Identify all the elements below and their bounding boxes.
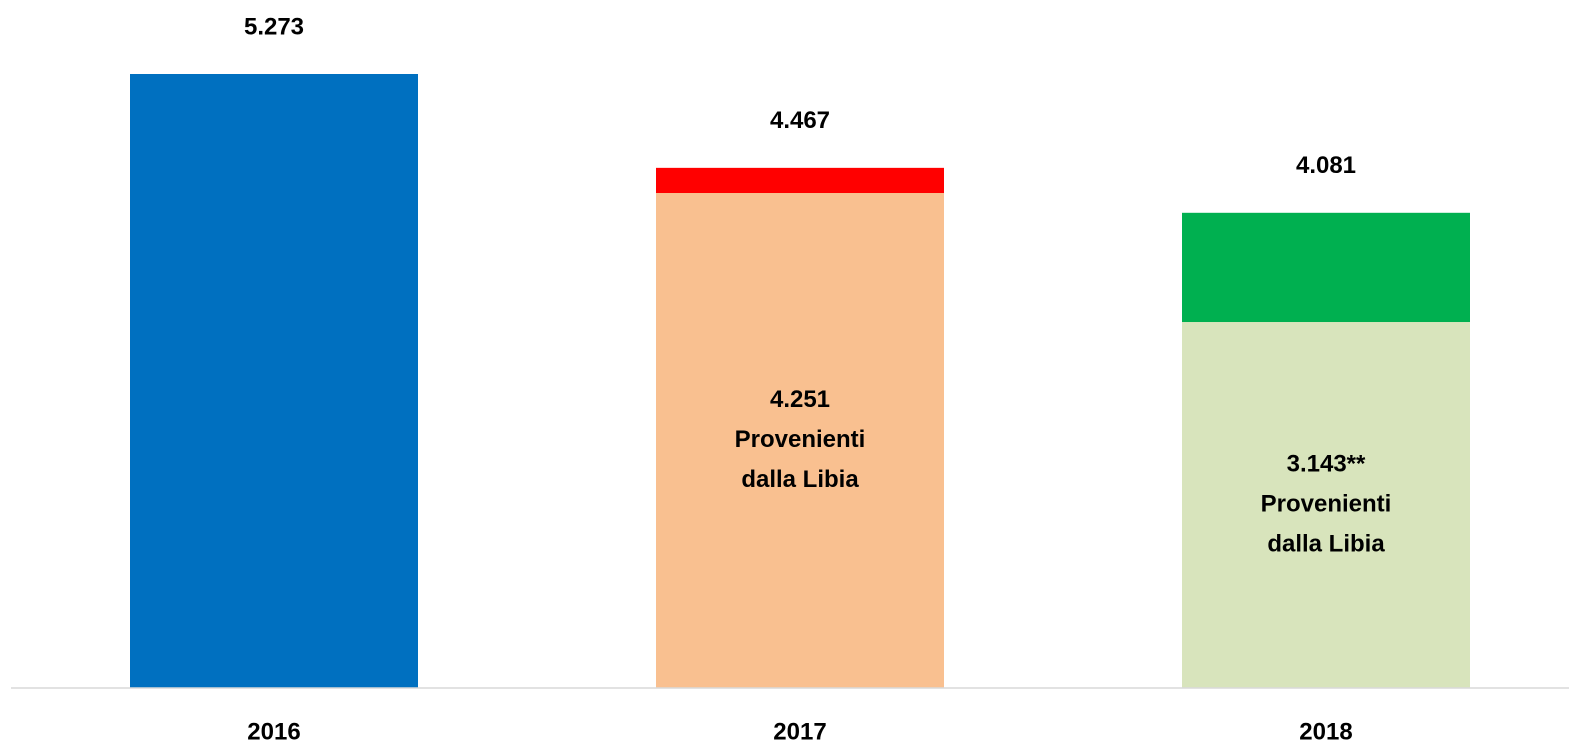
inner-label: 3.143**: [1287, 450, 1366, 477]
x-tick-label: 2016: [247, 718, 300, 745]
x-tick-label: 2018: [1299, 718, 1352, 745]
bar-segment: [1182, 212, 1470, 323]
bar-segment: [1182, 322, 1470, 688]
inner-label: Provenienti: [1261, 490, 1392, 517]
inner-label: dalla Libia: [1267, 530, 1385, 557]
x-tick-label: 2017: [773, 718, 826, 745]
bar-segment: [656, 193, 944, 689]
inner-label: Provenienti: [735, 426, 866, 453]
inner-label: dalla Libia: [741, 466, 859, 493]
bar-segment: [656, 167, 944, 194]
total-label: 4.081: [1296, 152, 1356, 179]
inner-label: 4.251: [770, 386, 830, 413]
total-label: 5.273: [244, 13, 304, 40]
bar-segment: [130, 74, 418, 688]
total-label: 4.467: [770, 107, 830, 134]
